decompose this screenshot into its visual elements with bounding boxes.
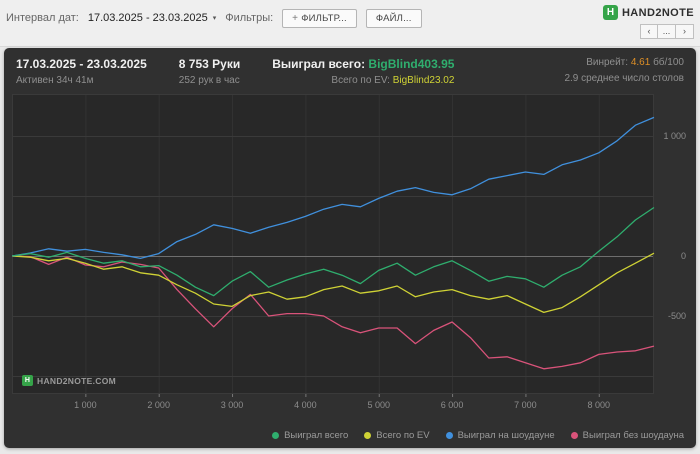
x-tick-label: 6 000: [441, 400, 464, 410]
legend-dot-yellow: [364, 432, 372, 439]
legend-dot-green: [272, 432, 280, 439]
legend-label: Всего по EV: [376, 430, 430, 441]
winnings-stat-column: Выиграл всего: BigBlind403.95 Всего по E…: [272, 57, 454, 86]
report-nav-group: ‹ ... ›: [640, 24, 694, 39]
legend-dot-pink: [570, 432, 578, 439]
legend-label: Выиграл без шоудауна: [582, 430, 684, 441]
toolbar-left-group: Интервал дат: 17.03.2025 - 23.03.2025 ▾ …: [6, 6, 422, 30]
x-tick-label: 1 000: [74, 400, 97, 410]
interval-label: Интервал дат:: [6, 12, 79, 24]
series-line-0: [12, 255, 655, 370]
file-button-label: ФАЙЛ...: [375, 12, 412, 24]
x-tick-label: 2 000: [147, 400, 170, 410]
y-tick-label: 0: [681, 251, 686, 261]
legend-dot-blue: [445, 432, 453, 439]
nav-next-button[interactable]: ›: [676, 24, 694, 39]
hand2note-icon: H: [602, 5, 618, 20]
nav-prev-button[interactable]: ‹: [640, 24, 658, 39]
legend-item-showdown[interactable]: Выиграл на шоудауне: [445, 430, 555, 441]
report-date-range: 17.03.2025 - 23.03.2025: [16, 57, 147, 71]
add-filter-button[interactable]: + ФИЛЬТР...: [282, 8, 357, 28]
series-line-2: [12, 116, 655, 260]
hands-stat-column: 8 753 Руки 252 рук в час: [179, 57, 240, 86]
date-stat-column: 17.03.2025 - 23.03.2025 Активен 34ч 41м: [16, 57, 147, 86]
legend-label: Выиграл всего: [284, 430, 349, 441]
legend-item-non-showdown[interactable]: Выиграл без шоудауна: [570, 430, 684, 441]
chart-area: 1 000 2 000 3 000 4 000 5 000 6 000 7 000 8 000…: [12, 94, 688, 427]
brand-text: HAND2NOTE: [621, 6, 694, 19]
active-time: Активен 34ч 41м: [16, 75, 94, 86]
x-tick-label: 4 000: [294, 400, 317, 410]
avg-tables: 2.9 среднее число столов: [564, 73, 684, 84]
ev-label: Всего по EV:: [331, 75, 390, 86]
winrate-label: Винрейт:: [586, 57, 629, 68]
legend-label: Выиграл на шоудауне: [457, 430, 555, 441]
chart-legend: Выиграл всего Всего по EV Выиграл на шоу…: [4, 427, 696, 448]
top-toolbar: Интервал дат: 17.03.2025 - 23.03.2025 ▾ …: [0, 0, 700, 47]
add-filter-label: ФИЛЬТР...: [301, 12, 347, 24]
date-range-value: 17.03.2025 - 23.03.2025: [87, 12, 208, 24]
y-tick-label: 1 000: [663, 131, 686, 141]
legend-item-won-total[interactable]: Выиграл всего: [272, 430, 348, 441]
legend-item-ev[interactable]: Всего по EV: [364, 430, 430, 441]
date-range-dropdown[interactable]: 17.03.2025 - 23.03.2025 ▾: [88, 12, 216, 24]
won-total-label: Выиграл всего:: [272, 57, 366, 71]
watermark-text: HAND2NOTE.COM: [37, 375, 116, 386]
x-tick-label: 7 000: [514, 400, 537, 410]
series-line-3: [12, 206, 655, 297]
hand2note-icon-small: H: [22, 375, 33, 386]
hand2note-watermark: H HAND2NOTE.COM: [22, 375, 116, 386]
nav-more-button[interactable]: ...: [658, 24, 676, 39]
hand2note-logo: H HAND2NOTE: [602, 5, 694, 20]
report-summary-header: 17.03.2025 - 23.03.2025 Активен 34ч 41м …: [4, 48, 696, 90]
x-tick-label: 5 000: [367, 400, 390, 410]
report-panel: 17.03.2025 - 23.03.2025 Активен 34ч 41м …: [4, 48, 696, 448]
x-tick-label: 8 000: [588, 400, 611, 410]
chevron-down-icon: ▾: [212, 15, 217, 22]
toolbar-right-group: H HAND2NOTE ‹ ... ›: [602, 0, 694, 46]
filters-label: Фильтры:: [225, 12, 274, 24]
y-tick-label: -500: [668, 311, 686, 321]
won-total-value: BigBlind403.95: [368, 57, 455, 71]
winrate-units: бб/100: [653, 57, 684, 68]
ev-value: BigBlind23.02: [392, 75, 455, 86]
file-button[interactable]: ФАЙЛ...: [365, 8, 422, 28]
winrate-value: 4.61: [630, 57, 651, 68]
x-tick-label: 3 000: [221, 400, 244, 410]
series-line-1: [12, 252, 655, 314]
winnings-chart: 1 000 2 000 3 000 4 000 5 000 6 000 7 000 8 000…: [12, 94, 686, 410]
winrate-stat-column: Винрейт: 4.61 бб/100 2.9 среднее число с…: [564, 57, 684, 86]
hands-per-hour: 252 рук в час: [178, 75, 240, 86]
hands-count: 8 753 Руки: [178, 57, 241, 71]
plot-background: [12, 94, 654, 394]
plus-icon: +: [292, 12, 299, 24]
